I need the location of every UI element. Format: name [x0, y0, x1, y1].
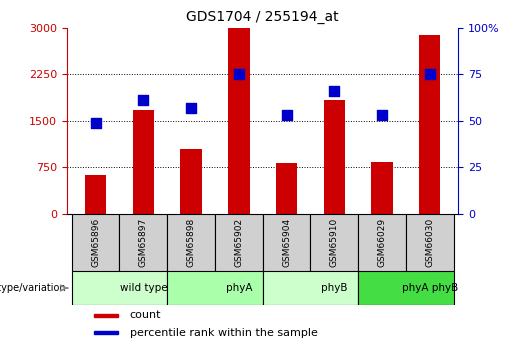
Text: wild type: wild type: [119, 283, 167, 293]
Bar: [167, 214, 215, 271]
Point: [92, 120, 100, 125]
Text: phyB: phyB: [321, 283, 348, 293]
Bar: [72, 214, 119, 271]
Bar: [85, 175, 106, 214]
Bar: [119, 214, 167, 271]
Bar: [406, 214, 454, 271]
Point: [330, 88, 338, 94]
Point: [425, 71, 434, 77]
Bar: [228, 28, 250, 214]
Text: GSM65902: GSM65902: [234, 218, 243, 267]
Text: GSM66029: GSM66029: [377, 218, 386, 267]
Text: GSM65904: GSM65904: [282, 218, 291, 267]
Point: [235, 71, 243, 77]
Bar: [276, 163, 297, 214]
Text: GSM65896: GSM65896: [91, 218, 100, 267]
Text: GSM65897: GSM65897: [139, 218, 148, 267]
Bar: [358, 271, 454, 305]
Title: GDS1704 / 255194_at: GDS1704 / 255194_at: [186, 10, 339, 24]
Point: [139, 98, 147, 103]
Text: percentile rank within the sample: percentile rank within the sample: [130, 327, 317, 337]
Bar: [215, 214, 263, 271]
Bar: [323, 100, 345, 214]
Bar: [371, 162, 393, 214]
Text: phyA phyB: phyA phyB: [402, 283, 458, 293]
Bar: [132, 110, 154, 214]
Point: [282, 112, 290, 118]
Text: genotype/variation: genotype/variation: [0, 283, 66, 293]
Bar: [311, 214, 358, 271]
Bar: [263, 271, 358, 305]
Bar: [167, 271, 263, 305]
Bar: [94, 331, 118, 334]
Bar: [72, 271, 167, 305]
Bar: [263, 214, 311, 271]
Bar: [94, 314, 118, 317]
Bar: [419, 35, 440, 214]
Point: [378, 112, 386, 118]
Text: GSM65898: GSM65898: [186, 218, 196, 267]
Point: [187, 105, 195, 110]
Text: GSM66030: GSM66030: [425, 218, 434, 267]
Text: count: count: [130, 310, 161, 320]
Bar: [358, 214, 406, 271]
Text: GSM65910: GSM65910: [330, 218, 339, 267]
Bar: [180, 149, 202, 214]
Text: phyA: phyA: [226, 283, 252, 293]
